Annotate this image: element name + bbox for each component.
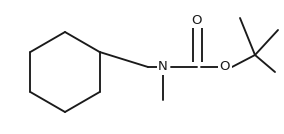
Text: N: N (158, 60, 168, 74)
Text: O: O (220, 60, 230, 74)
Text: O: O (192, 14, 202, 27)
